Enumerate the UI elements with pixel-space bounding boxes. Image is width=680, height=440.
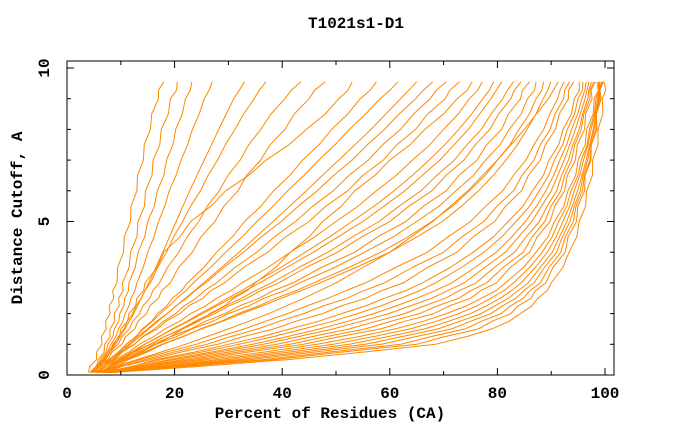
model-curve <box>101 81 531 373</box>
model-curve <box>88 81 165 373</box>
model-curve <box>107 81 603 373</box>
model-curve <box>112 81 604 373</box>
x-tick-label: 60 <box>380 385 399 403</box>
model-curve <box>104 81 570 373</box>
model-curve <box>94 81 483 373</box>
model-curve <box>93 81 326 373</box>
model-curve <box>92 81 399 373</box>
model-curves <box>88 81 607 373</box>
model-curve <box>99 81 495 373</box>
axis-ticks <box>66 61 614 376</box>
model-curve <box>98 81 473 373</box>
model-curve <box>106 81 587 373</box>
model-curve <box>108 81 604 373</box>
model-curve <box>106 81 601 373</box>
x-tick-label: 100 <box>591 385 620 403</box>
model-curve <box>95 81 503 373</box>
model-curve <box>91 81 353 373</box>
model-curve <box>92 81 245 373</box>
model-curve <box>99 81 552 373</box>
x-tick-label: 0 <box>62 385 72 403</box>
model-curve <box>103 81 590 373</box>
x-tick-label: 40 <box>273 385 292 403</box>
model-curve <box>89 81 213 373</box>
chart-title: T1021s1-D1 <box>308 15 404 33</box>
model-curve <box>91 81 302 373</box>
model-curve <box>89 81 178 373</box>
y-axis-label: Distance Cutoff, A <box>9 131 27 304</box>
model-curve <box>96 81 522 373</box>
model-curve <box>107 81 592 373</box>
x-tick-label: 20 <box>165 385 184 403</box>
model-curve <box>105 81 599 373</box>
plot-frame <box>66 60 615 376</box>
model-curve <box>101 81 575 373</box>
x-axis-label: Percent of Residues (CA) <box>215 405 445 423</box>
tick-labels: 0 20 40 60 80 100 0 5 10 <box>36 58 619 403</box>
model-curve <box>111 81 602 373</box>
model-curve <box>93 81 434 373</box>
x-tick-label: 80 <box>488 385 507 403</box>
model-curve <box>104 81 595 373</box>
model-curve <box>90 81 193 373</box>
model-curve <box>108 81 596 373</box>
model-curve <box>96 81 559 373</box>
model-curve <box>100 81 565 373</box>
y-tick-label: 10 <box>36 58 54 77</box>
y-tick-label: 0 <box>36 370 54 380</box>
model-curve <box>102 81 584 373</box>
model-curve <box>98 81 537 373</box>
y-tick-label: 5 <box>36 217 54 227</box>
model-curve <box>95 81 418 373</box>
model-curve <box>109 81 600 373</box>
model-curve <box>113 81 607 373</box>
model-curve <box>93 81 461 373</box>
model-curve <box>105 81 580 373</box>
